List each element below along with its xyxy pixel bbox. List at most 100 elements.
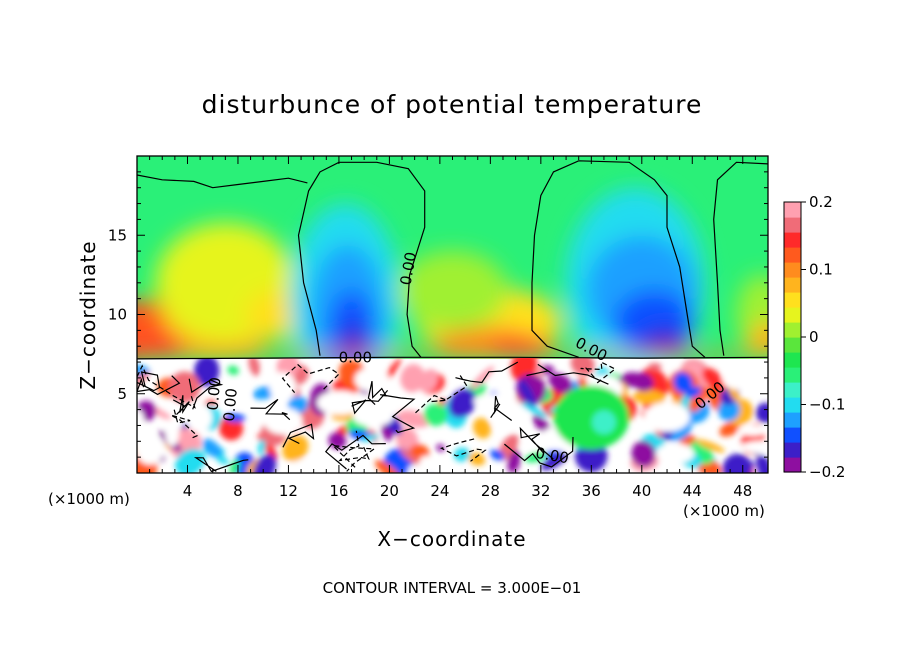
lower-contour xyxy=(504,436,574,468)
lower-blob xyxy=(473,393,516,408)
lower-blob xyxy=(696,439,725,453)
lower-contour xyxy=(455,361,519,384)
colorbar-swatch xyxy=(784,457,801,473)
contour-label: 0.00 xyxy=(204,376,225,411)
field-blob-warm xyxy=(397,250,508,331)
contour-labels: 0.000.00 0.000.000.00 0.000.00 xyxy=(204,251,729,468)
lower-blob xyxy=(722,453,753,473)
colorbar: 0.2 0.1 0 −0.1 −0.2 xyxy=(783,193,845,481)
y-tick-label: 15 xyxy=(108,226,127,244)
contour-label: 0.00 xyxy=(397,251,421,287)
contour-field xyxy=(137,156,768,473)
lower-blob xyxy=(423,403,448,427)
x-tick-label: 40 xyxy=(632,482,651,500)
lower-blob xyxy=(473,417,492,439)
lower-blob xyxy=(655,443,695,464)
lower-blob xyxy=(737,425,768,436)
colorbar-swatch xyxy=(784,352,801,368)
colorbar-tick-label: −0.2 xyxy=(809,463,845,481)
colorbar-swatch xyxy=(784,382,801,398)
lower-blob xyxy=(525,451,548,463)
zero-contour xyxy=(297,161,426,358)
lower-blob xyxy=(570,358,595,376)
lower-contour xyxy=(137,364,196,409)
lower-contour xyxy=(137,371,161,392)
colorbar-swatch xyxy=(784,397,801,413)
lower-blob xyxy=(224,386,249,408)
lower-blob xyxy=(316,390,363,415)
y-axis-label: Z−coordinate xyxy=(76,240,100,389)
lower-blob xyxy=(137,372,150,389)
x-unit-right: (×1000 m) xyxy=(683,502,765,520)
lower-blob xyxy=(507,450,521,473)
lower-blob xyxy=(741,440,768,454)
lower-contour xyxy=(324,434,386,470)
zero-contour xyxy=(713,161,768,356)
lower-blob xyxy=(518,379,536,407)
lower-contour xyxy=(281,363,340,393)
lower-blob xyxy=(468,452,486,466)
lower-blob xyxy=(673,372,693,394)
lower-blob xyxy=(286,459,329,473)
colorbar-swatch xyxy=(784,232,801,248)
x-tick-label: 32 xyxy=(531,482,550,500)
contour-label: 0.00 xyxy=(339,348,372,366)
upper-field xyxy=(137,187,768,394)
lower-blob xyxy=(227,365,240,376)
lower-contour xyxy=(490,395,513,421)
colorbar-swatch xyxy=(784,307,801,323)
lower-contour xyxy=(282,423,315,448)
colorbar-swatch xyxy=(784,337,801,353)
colorbar-swatch xyxy=(784,442,801,458)
lower-blob xyxy=(354,367,390,392)
colorbar-swatch xyxy=(784,427,801,443)
x-tick-label: 4 xyxy=(183,482,193,500)
x-tick-label: 36 xyxy=(582,482,601,500)
lower-contour xyxy=(170,407,199,439)
x-tick-label: 20 xyxy=(380,482,399,500)
colorbar-tick-label: 0 xyxy=(809,328,819,346)
lower-blob xyxy=(168,371,201,404)
x-tick-label: 24 xyxy=(430,482,449,500)
lower-blob xyxy=(137,434,165,465)
lower-contour xyxy=(380,394,416,434)
x-axis-label: X−coordinate xyxy=(377,527,526,551)
lower-blob xyxy=(164,418,180,447)
lower-blob xyxy=(229,459,240,473)
lower-contour xyxy=(439,438,487,462)
zero-contour xyxy=(137,174,308,189)
lower-blob xyxy=(419,369,439,393)
lower-blob xyxy=(491,404,529,432)
contour-interval-note: CONTOUR INTERVAL = 3.000E−01 xyxy=(323,579,582,597)
lower-blob xyxy=(374,460,401,473)
lower-blob xyxy=(137,409,144,430)
colorbar-swatch xyxy=(784,322,801,338)
lower-blob xyxy=(216,455,229,465)
lower-blob xyxy=(631,440,656,468)
lower-blob xyxy=(185,403,213,433)
colorbar-swatch xyxy=(784,277,801,293)
contour-label: 0.00 xyxy=(220,387,241,422)
chart-title: disturbunce of potential temperature xyxy=(202,90,703,119)
x-axis: 4 8 12 16 20 24 28 32 36 40 44 48 xyxy=(149,156,756,500)
lower-contour xyxy=(351,390,389,415)
lower-blob xyxy=(722,369,763,391)
lower-blob xyxy=(257,437,267,456)
colorbar-swatch xyxy=(784,247,801,263)
lower-blob xyxy=(448,388,477,418)
lower-blob xyxy=(282,435,309,462)
x-tick-label: 44 xyxy=(683,482,702,500)
colorbar-swatch xyxy=(784,367,801,383)
y-tick-label: 10 xyxy=(108,306,127,324)
lower-blob xyxy=(648,363,662,371)
lower-blob xyxy=(756,454,768,473)
lower-blob xyxy=(175,448,206,473)
lower-blob xyxy=(688,385,709,412)
lower-blob xyxy=(224,413,246,423)
y-axis: 5 10 15 xyxy=(108,171,768,458)
colorbar-swatch xyxy=(784,412,801,428)
x-unit-left: (×1000 m) xyxy=(48,490,130,508)
lower-blob xyxy=(436,444,445,452)
